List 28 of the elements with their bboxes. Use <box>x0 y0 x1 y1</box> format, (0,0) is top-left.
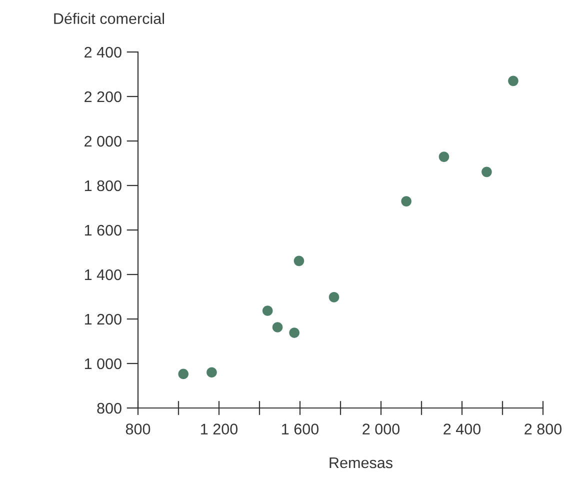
point <box>206 367 217 378</box>
y-tick-label: 800 <box>97 402 122 414</box>
point <box>294 256 304 266</box>
y-tick-label: 2 200 <box>84 91 122 102</box>
y-tick-label: 1 800 <box>84 180 122 192</box>
point <box>289 328 300 338</box>
point <box>508 76 518 86</box>
point <box>272 322 283 332</box>
x-tick-label: 2 800 <box>524 424 562 434</box>
point <box>328 292 340 302</box>
point <box>482 166 492 178</box>
x-tick-label: 1 600 <box>282 424 319 434</box>
x-tick-label: 800 <box>126 424 150 434</box>
point <box>401 196 412 206</box>
x-tick-label: 1 200 <box>201 424 238 434</box>
point <box>262 306 273 316</box>
y-tick-label: 2 000 <box>84 136 122 147</box>
x-tick-label: 2 400 <box>444 424 481 434</box>
y-tick-label: 1 200 <box>84 314 122 325</box>
point <box>438 152 450 162</box>
y-axis-title: Déficit comercial <box>54 12 164 24</box>
y-tick-label: 1 600 <box>84 224 122 236</box>
x-tick-label: 2 000 <box>362 424 400 434</box>
x-axis-title: Remesas <box>330 458 392 468</box>
y-tick-label: 2 400 <box>84 46 122 58</box>
y-tick-label: 1 400 <box>84 269 122 280</box>
y-tick-label: 1 000 <box>84 358 122 370</box>
point <box>178 368 189 380</box>
